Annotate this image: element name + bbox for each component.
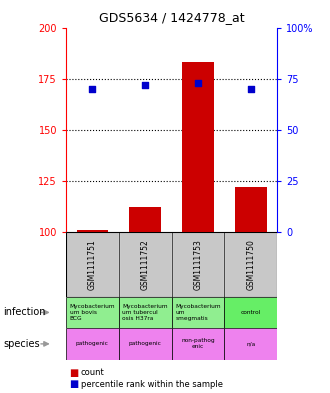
Text: non-pathog
enic: non-pathog enic xyxy=(181,338,215,349)
Text: ■: ■ xyxy=(69,379,79,389)
Text: Mycobacterium
um bovis
BCG: Mycobacterium um bovis BCG xyxy=(70,304,115,321)
Text: pathogenic: pathogenic xyxy=(129,342,162,346)
Text: n/a: n/a xyxy=(246,342,255,346)
Bar xyxy=(172,232,224,297)
Point xyxy=(248,86,253,92)
Bar xyxy=(66,232,119,297)
Text: ■: ■ xyxy=(69,367,79,378)
Text: infection: infection xyxy=(3,307,46,318)
Title: GDS5634 / 1424778_at: GDS5634 / 1424778_at xyxy=(99,11,245,24)
Text: GSM1111750: GSM1111750 xyxy=(246,239,255,290)
Bar xyxy=(224,232,277,297)
Bar xyxy=(119,232,172,297)
Text: pathogenic: pathogenic xyxy=(76,342,109,346)
Bar xyxy=(224,328,277,360)
Text: GSM1111751: GSM1111751 xyxy=(88,239,97,290)
Text: control: control xyxy=(241,310,261,315)
Point xyxy=(195,79,201,86)
Text: species: species xyxy=(3,339,40,349)
Bar xyxy=(172,297,224,328)
Bar xyxy=(119,297,172,328)
Bar xyxy=(235,187,267,232)
Text: Mycobacterium
um
smegmatis: Mycobacterium um smegmatis xyxy=(175,304,221,321)
Point xyxy=(143,82,148,88)
Bar xyxy=(66,328,119,360)
Bar xyxy=(172,328,224,360)
Bar xyxy=(129,208,161,232)
Text: percentile rank within the sample: percentile rank within the sample xyxy=(81,380,223,389)
Text: GSM1111752: GSM1111752 xyxy=(141,239,150,290)
Bar xyxy=(182,62,214,232)
Bar xyxy=(119,328,172,360)
Text: Mycobacterium
um tubercul
osis H37ra: Mycobacterium um tubercul osis H37ra xyxy=(122,304,168,321)
Text: count: count xyxy=(81,368,105,377)
Text: GSM1111753: GSM1111753 xyxy=(193,239,203,290)
Point xyxy=(90,86,95,92)
Bar xyxy=(66,297,119,328)
Bar xyxy=(224,297,277,328)
Bar xyxy=(77,230,108,232)
